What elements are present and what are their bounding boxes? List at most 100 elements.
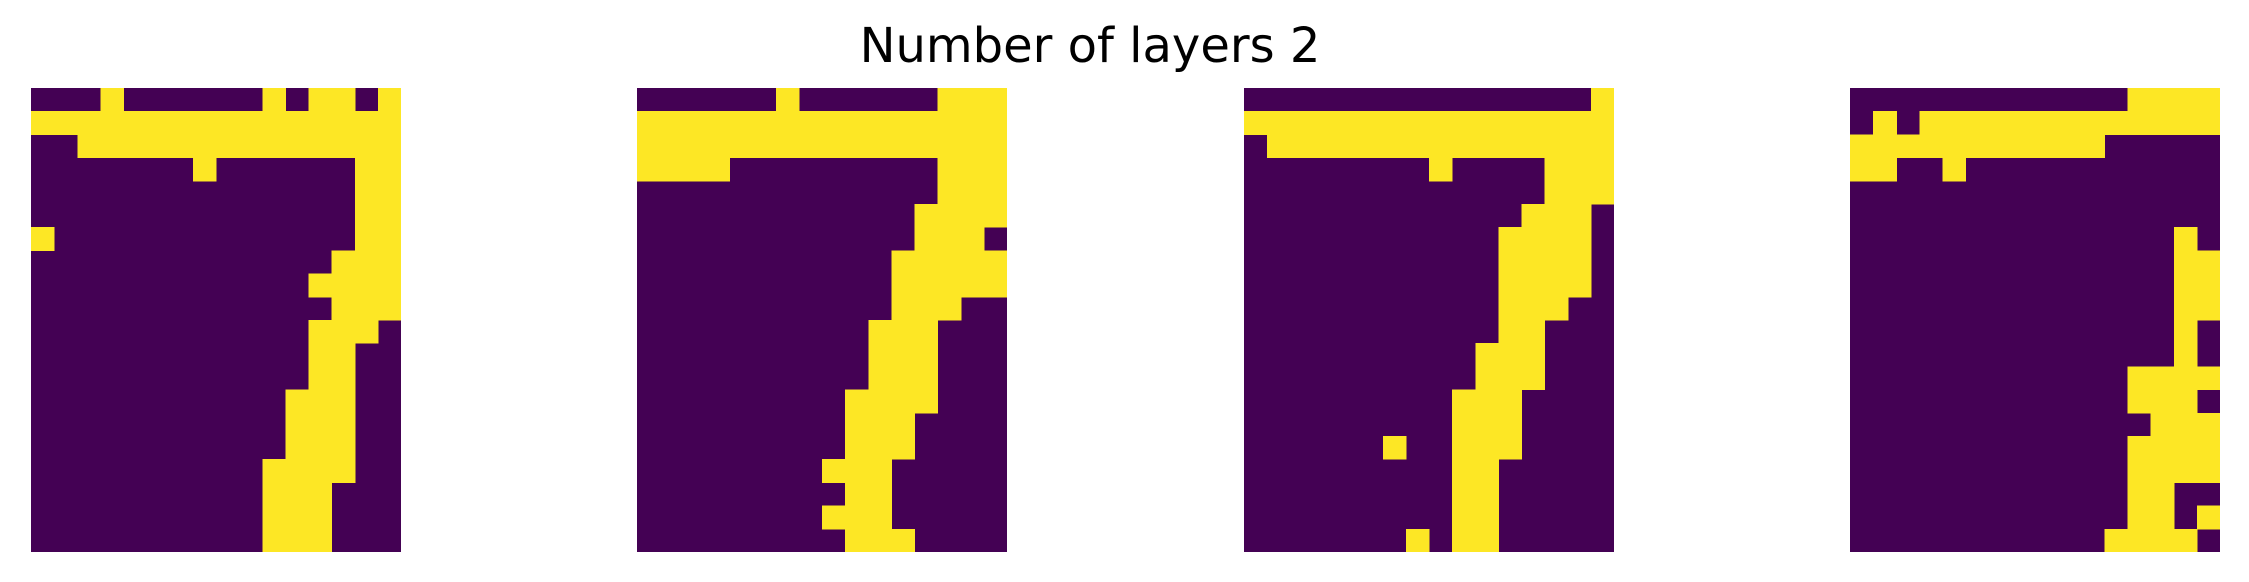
heatmap-cell	[285, 389, 309, 414]
heatmap-cell	[308, 320, 333, 344]
heatmap-cell	[845, 459, 869, 483]
heatmap-cell	[1544, 296, 1569, 321]
heatmap-cell	[1244, 111, 1268, 135]
heatmap-cell	[845, 134, 869, 159]
heatmap-cell	[354, 180, 379, 205]
heatmap-cell	[262, 482, 286, 507]
heatmap-cell	[1544, 204, 1569, 228]
heatmap-cell	[2127, 459, 2152, 483]
heatmap-cell	[262, 505, 286, 530]
heatmap-cell	[1290, 134, 1314, 159]
heatmap-cell	[798, 134, 823, 159]
heatmap-cell	[2035, 134, 2059, 159]
heatmap-cell	[2150, 111, 2175, 135]
heatmap-cell	[377, 227, 401, 251]
heatmap-cell	[1567, 273, 1592, 298]
heatmap-cell	[1988, 134, 2013, 159]
heatmap-cell	[637, 157, 661, 182]
heatmap-panel-3	[1244, 88, 1614, 552]
heatmap-cell	[146, 111, 171, 135]
heatmap-cell	[1498, 111, 1522, 135]
heatmap-cell	[308, 505, 333, 530]
heatmap-cell	[331, 459, 356, 483]
heatmap-cell	[285, 505, 309, 530]
heatmap-cell	[331, 134, 356, 159]
heatmap-cell	[262, 528, 286, 552]
heatmap-cell	[2150, 505, 2175, 530]
heatmap-cell	[683, 111, 707, 135]
heatmap-cell	[1498, 227, 1522, 251]
heatmap-cell	[891, 366, 915, 391]
heatmap-cell	[308, 343, 333, 367]
heatmap-cell	[1452, 436, 1476, 460]
heatmap-cell	[354, 250, 379, 275]
heatmap-cell	[2150, 482, 2175, 507]
heatmap-cell	[1382, 111, 1407, 135]
heatmap-cell	[1521, 366, 1546, 391]
heatmap-cell	[1544, 180, 1569, 205]
heatmap-cell	[2173, 528, 2198, 552]
heatmap-cell	[262, 88, 286, 112]
heatmap-cell	[2196, 366, 2220, 391]
heatmap-cell	[1896, 134, 1920, 159]
heatmap-cell	[123, 134, 148, 159]
heatmap-cell	[1567, 111, 1592, 135]
heatmap-cell	[1429, 134, 1453, 159]
heatmap-cell	[2011, 111, 2036, 135]
heatmap-cell	[2035, 111, 2059, 135]
heatmap-cell	[660, 111, 684, 135]
heatmap-cell	[331, 389, 356, 414]
heatmap-cell	[192, 111, 217, 135]
heatmap-cell	[2081, 111, 2105, 135]
heatmap-cell	[1919, 134, 1943, 159]
heatmap-cell	[891, 273, 915, 298]
heatmap-cell	[1590, 134, 1614, 159]
heatmap-cell	[2196, 273, 2220, 298]
heatmap-cell	[1475, 343, 1499, 367]
heatmap-cell	[1452, 459, 1476, 483]
heatmap-cell	[331, 320, 356, 344]
heatmap-cell	[1521, 296, 1546, 321]
heatmap-cell	[2173, 389, 2198, 414]
heatmap-cell	[331, 296, 356, 321]
heatmap-cell	[192, 134, 217, 159]
heatmap-cell	[2196, 436, 2220, 460]
heatmap-cell	[845, 505, 869, 530]
heatmap-cell	[868, 320, 892, 344]
heatmap-cell	[845, 111, 869, 135]
heatmap-cell	[377, 88, 401, 112]
heatmap-cell	[192, 157, 217, 182]
heatmap-cell	[216, 134, 240, 159]
heatmap-cell	[2173, 227, 2198, 251]
heatmap-cell	[1475, 528, 1499, 552]
heatmap-cell	[1475, 412, 1499, 437]
heatmap-cell	[377, 273, 401, 298]
heatmap-cell	[354, 111, 379, 135]
heatmap-cell	[2150, 389, 2175, 414]
heatmap-cell	[354, 320, 379, 344]
heatmap-cell	[845, 528, 869, 552]
heatmap-cell	[1521, 343, 1546, 367]
heatmap-cell	[2011, 134, 2036, 159]
heatmap-cell	[1590, 88, 1614, 112]
heatmap-cell	[914, 343, 939, 367]
heatmap-cell	[1498, 273, 1522, 298]
heatmap-cell	[891, 389, 915, 414]
heatmap-cell	[891, 436, 915, 460]
heatmap-cell	[2150, 528, 2175, 552]
heatmap-cell	[1567, 157, 1592, 182]
heatmap-cell	[169, 111, 194, 135]
heatmap-cell	[1521, 320, 1546, 344]
heatmap-cell	[262, 459, 286, 483]
heatmap-cell	[1452, 412, 1476, 437]
heatmap-cell	[1498, 436, 1522, 460]
heatmap-cell	[2150, 436, 2175, 460]
heatmap-cell	[891, 343, 915, 367]
heatmap-cell	[1336, 111, 1361, 135]
heatmap-cell	[2173, 111, 2198, 135]
heatmap-cell	[1544, 134, 1569, 159]
heatmap-cell	[354, 204, 379, 228]
heatmap-cell	[308, 134, 333, 159]
heatmap-cell	[1567, 204, 1592, 228]
heatmap-cell	[960, 180, 985, 205]
